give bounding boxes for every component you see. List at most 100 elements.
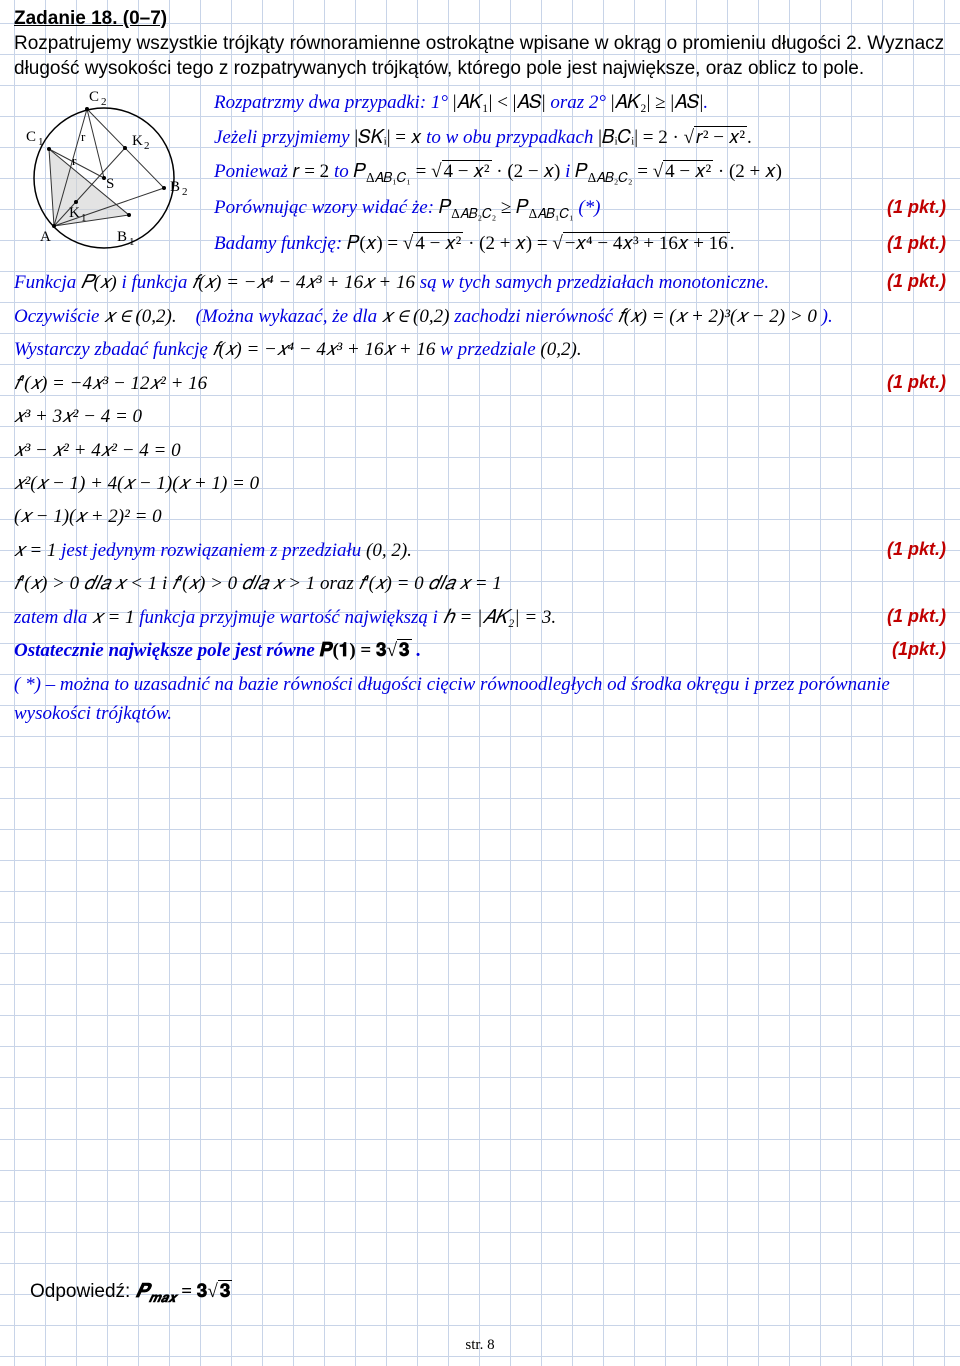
math: 𝑓(𝑥) = −𝑥⁴ − 4𝑥³ + 16𝑥 + 16 [213,339,436,360]
math: 𝑥 = 1 [14,540,56,561]
circle-diagram: r r C2 C1 K2 B2 K1 B1 A S [14,83,214,258]
text: i [565,161,570,182]
points-badge: (1pkt.) [892,636,946,664]
page-content: Zadanie 18. (0–7) Rozpatrujemy wszystkie… [0,0,960,728]
math: 𝑓(𝑥) = (𝑥 + 2)³(𝑥 − 2) > 0 [618,306,817,327]
math: 𝑥 = 1 [92,607,134,628]
text: (*) [578,197,600,218]
svg-text:2: 2 [182,186,188,198]
math: = [633,161,653,182]
svg-text:A: A [40,229,51,245]
math: 4 − 𝑥² [442,160,492,182]
points-badge: (1 pkt.) [887,230,946,257]
line-max-h: zatem dla 𝑥 = 1 funkcja przyjmuje wartoś… [14,603,946,632]
svg-text:B: B [117,229,127,245]
sub: Δ𝐴𝐵₁𝐶₁ [366,170,411,185]
math: |𝐴𝐾₂| ≥ |𝐴𝑆| [611,92,704,113]
text: w przedziale [440,339,540,360]
math: 4 − 𝑥² [413,232,463,254]
math: (0, 2). [366,540,412,561]
sub: Δ𝐴𝐵₁𝐶₁ [529,206,574,221]
svg-text:K: K [69,205,80,221]
text: Badamy funkcję: [214,233,342,254]
sub: Δ𝐴𝐵₂𝐶₂ [588,170,633,185]
sub: 𝒎𝒂𝒙 [149,1290,177,1305]
svg-text:B: B [170,179,180,195]
text: Ponieważ [214,161,288,182]
blue-line-3: Ponieważ 𝑟 = 2 to 𝑃 Δ𝐴𝐵₁𝐶₁ = 4 − 𝑥² · (2 … [214,158,946,188]
text: oraz 2° [550,92,606,113]
solution-blue-block: Rozpatrzmy dwa przypadki: 1° |𝐴𝐾₁| < |𝐴𝑆… [214,83,946,264]
text: Wystarczy zbadać funkcję [14,339,213,360]
sub: Δ𝐴𝐵₂𝐶₂ [451,206,496,221]
svg-text:1: 1 [38,136,44,148]
math: = [411,161,431,182]
svg-text:r: r [72,153,77,168]
line-functions-monotone: Funkcja 𝑃(𝑥) i funkcja 𝑓(𝑥) = −𝑥⁴ − 4𝑥³ … [14,268,946,297]
math: 𝑃 [575,161,587,182]
math: 𝑃(𝑥) = [347,233,403,254]
answer-line: Odpowiedź: 𝑷𝒎𝒂𝒙 = 𝟑𝟑 [30,1281,232,1306]
task-intro: Rozpatrujemy wszystkie trójkąty równoram… [14,32,946,81]
points-badge: (1 pkt.) [887,603,946,631]
math: 𝑷(𝟏) = 𝟑 [320,640,387,661]
math: · (2 − 𝑥) [492,161,561,182]
math: 𝑓′(𝑥) = −4𝑥³ − 12𝑥² + 16 [14,373,207,394]
text: (Można wykazać, że dla [196,306,382,327]
math: ≥ [496,197,516,218]
eq2: 𝑥³ − 𝑥² + 4𝑥² − 4 = 0 [14,436,946,465]
math: 𝑥 ∈ (0,2) [382,306,450,327]
eq3: 𝑥²(𝑥 − 1) + 4(𝑥 − 1)(𝑥 + 1) = 0 [14,469,946,498]
svg-text:C: C [26,129,36,145]
line-final-area: Ostatecznie największe pole jest równe 𝑷… [14,636,946,665]
text: są w tych samych przedziałach monotonicz… [420,272,769,293]
svg-text:S: S [106,176,114,192]
math: ℎ = |𝐴𝐾₂| = 3. [443,607,556,628]
math: |𝑆𝐾ᵢ| = 𝑥 [354,127,421,148]
line-fprime-signs: 𝑓′(𝑥) > 0 𝑑𝑙𝑎 𝑥 < 1 i 𝑓′(𝑥) > 0 𝑑𝑙𝑎 𝑥 > … [14,569,946,598]
text: i funkcja [121,272,192,293]
text: zachodzi nierówność [454,306,618,327]
math: 𝑥 ∈ (0,2). [104,306,176,327]
text: Porównując wzory widać że: [214,197,434,218]
math: 𝑓(𝑥) = −𝑥⁴ − 4𝑥³ + 16𝑥 + 16 [192,272,415,293]
math: 𝑟² − 𝑥² [694,126,747,148]
text: Jeżeli przyjmiemy [214,127,350,148]
math: · (2 + 𝑥) [713,161,782,182]
math: 𝑃 [439,197,451,218]
svg-text:K: K [132,133,143,149]
svg-text:C: C [89,89,99,105]
math: 𝑷 [136,1281,149,1302]
math: |𝐵ᵢ𝐶ᵢ| = 2 · [598,127,683,148]
text: Funkcja [14,272,81,293]
text: . [416,640,421,661]
text: Ostatecznie największe pole jest równe [14,640,320,661]
text: to [334,161,349,182]
math: 𝟑 [218,1280,233,1302]
math: · (2 + 𝑥) = [463,233,552,254]
eq1: 𝑥³ + 3𝑥² − 4 = 0 [14,402,946,431]
svg-text:r: r [81,129,86,144]
blue-line-2: Jeżeli przyjmiemy |𝑆𝐾ᵢ| = 𝑥 to w obu prz… [214,124,946,153]
text: Rozpatrzmy dwa przypadki: 1° [214,92,448,113]
svg-text:1: 1 [129,236,135,248]
page-number: str. 8 [0,1337,960,1354]
text: jest jedynym rozwiązaniem z przedziału [61,540,366,561]
math: 𝑃(𝑥) [81,272,117,293]
text: zatem dla [14,607,92,628]
points-badge: (1 pkt.) [887,536,946,564]
svg-text:1: 1 [81,212,87,224]
diagram-and-solution-row: r r C2 C1 K2 B2 K1 B1 A S [14,83,946,264]
points-badge: (1 pkt.) [887,268,946,296]
points-badge: (1 pkt.) [887,194,946,221]
blue-line-4: Porównując wzory widać że: 𝑃Δ𝐴𝐵₂𝐶₂ ≥ 𝑃Δ𝐴… [214,194,946,224]
math: 𝟑 [397,639,412,661]
math: |𝐴𝐾₁| < |𝐴𝑆| [453,92,546,113]
text: funkcja przyjmuje wartość największą i [139,607,442,628]
math: 4 − 𝑥² [663,160,713,182]
task-title: Zadanie 18. (0–7) [14,8,946,30]
line-suffices: Wystarczy zbadać funkcję 𝑓(𝑥) = −𝑥⁴ − 4𝑥… [14,335,946,364]
line-obviously: Oczywiście 𝑥 ∈ (0,2). (Można wykazać, że… [14,302,946,331]
math: 𝑟 = 2 [293,161,330,182]
line-x1-unique: 𝑥 = 1 jest jedynym rozwiązaniem z przedz… [14,536,946,565]
